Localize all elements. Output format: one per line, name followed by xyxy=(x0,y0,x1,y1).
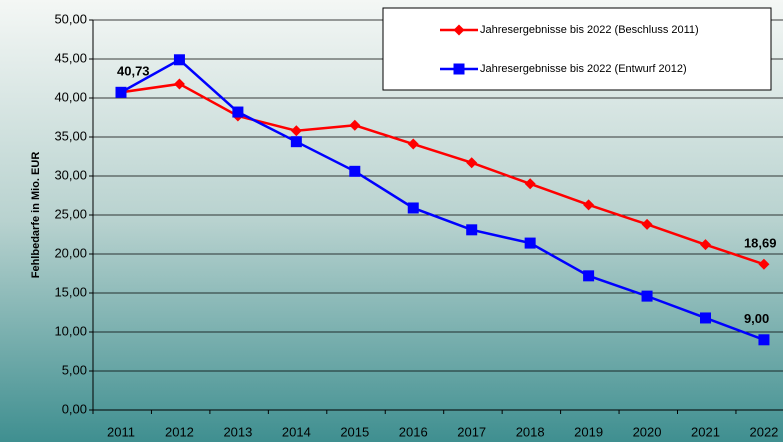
marker xyxy=(453,63,465,75)
value-label: 18,69 xyxy=(744,236,777,251)
marker xyxy=(583,270,595,282)
y-tick-label: 0,00 xyxy=(62,401,87,416)
legend-label: Jahresergebnisse bis 2022 (Beschluss 201… xyxy=(480,24,699,36)
x-tick-label: 2015 xyxy=(340,424,369,439)
x-tick-label: 2011 xyxy=(107,424,135,439)
x-tick-label: 2022 xyxy=(749,424,778,439)
y-tick-label: 45,00 xyxy=(54,50,87,65)
value-label: 40,73 xyxy=(117,64,150,79)
value-label: 9,00 xyxy=(744,311,769,326)
marker xyxy=(173,54,185,66)
legend xyxy=(382,7,772,91)
x-tick-label: 2012 xyxy=(165,424,194,439)
x-tick-label: 2017 xyxy=(457,424,486,439)
series-line xyxy=(120,82,765,266)
marker xyxy=(524,178,536,190)
y-tick-label: 10,00 xyxy=(54,323,87,338)
marker xyxy=(758,334,770,346)
x-tick-label: 2019 xyxy=(574,424,603,439)
marker xyxy=(453,24,465,36)
marker xyxy=(524,237,536,249)
y-tick-label: 35,00 xyxy=(54,128,87,143)
y-tick-label: 50,00 xyxy=(54,11,87,26)
y-tick-label: 15,00 xyxy=(54,284,87,299)
marker xyxy=(349,165,361,177)
x-tick-label: 2020 xyxy=(633,424,662,439)
marker xyxy=(466,157,478,169)
marker xyxy=(290,136,302,148)
marker xyxy=(641,290,653,302)
marker xyxy=(290,125,302,137)
y-tick-label: 30,00 xyxy=(54,167,87,182)
y-tick-label: 20,00 xyxy=(54,245,87,260)
y-tick-label: 5,00 xyxy=(62,362,87,377)
marker xyxy=(758,258,770,270)
x-tick-label: 2016 xyxy=(399,424,428,439)
marker xyxy=(115,86,127,98)
x-tick-label: 2018 xyxy=(516,424,545,439)
y-axis-label: Fehlbedarfe in Mio. EUR xyxy=(30,152,42,279)
marker xyxy=(173,78,185,90)
y-tick-label: 40,00 xyxy=(54,89,87,104)
marker xyxy=(700,312,711,324)
legend-label: Jahresergebnisse bis 2022 (Entwurf 2012) xyxy=(480,63,687,75)
x-tick-label: 2014 xyxy=(282,424,311,439)
marker xyxy=(232,106,244,118)
marker xyxy=(466,224,478,236)
marker xyxy=(700,239,711,251)
marker xyxy=(407,202,419,214)
x-tick-label: 2021 xyxy=(691,424,720,439)
marker xyxy=(641,218,653,230)
series-line xyxy=(120,58,765,341)
x-tick-label: 2013 xyxy=(223,424,252,439)
marker xyxy=(583,199,595,211)
marker xyxy=(407,138,419,150)
marker xyxy=(349,119,361,131)
y-tick-label: 25,00 xyxy=(54,206,87,221)
